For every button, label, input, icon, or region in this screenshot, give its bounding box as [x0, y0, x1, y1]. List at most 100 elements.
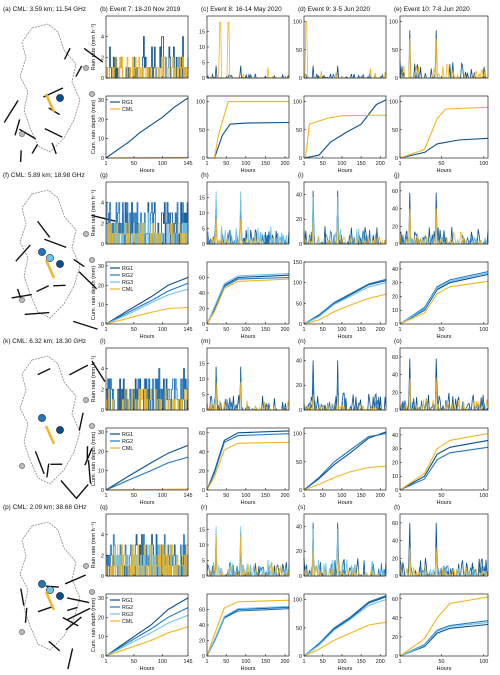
series-rg2 [105, 282, 189, 325]
series-cml [399, 280, 489, 325]
x-tick-label: 100 [158, 327, 167, 333]
panel-label-n: (n) [298, 338, 306, 345]
series-cml [399, 432, 489, 491]
x-tick-label: 100 [241, 659, 250, 665]
series-rg1 [105, 97, 189, 159]
panel-label-o: (o) [394, 338, 402, 345]
series-rg3 [106, 212, 189, 245]
y-tick-label: 0 [101, 76, 104, 82]
x-tick-label: 1 [399, 659, 402, 665]
y-axis-label: Rain rate (mm h⁻¹) [91, 355, 97, 402]
gauge-rg2 [38, 580, 46, 588]
plot-frame [303, 261, 387, 325]
plot-frame [399, 181, 489, 245]
y-tick-label: 0 [202, 408, 205, 414]
cml-link [34, 450, 45, 475]
cml-link [36, 285, 49, 293]
plot-frame [105, 513, 189, 577]
cml-link [15, 244, 31, 262]
series-rg3 [206, 273, 290, 325]
gauge-rg3 [46, 586, 54, 594]
legend-label-rg3: RG3 [122, 280, 133, 286]
plot-frame [206, 261, 290, 325]
y-tick-label: 50 [296, 301, 302, 307]
y-tick-label: 40 [296, 192, 302, 198]
y-tick-label: 20 [98, 449, 104, 455]
other-gauge [19, 629, 25, 635]
legend-label-cml: CML [122, 107, 133, 113]
y-tick-label: 50 [296, 460, 302, 466]
x-axis-label: Hours [241, 334, 256, 340]
y-tick-label: 0 [395, 156, 398, 162]
plot-frame [399, 513, 489, 577]
legend-label-rg2: RG2 [122, 605, 133, 611]
series-rg1 [303, 431, 387, 491]
cml-link [11, 293, 32, 299]
series-rg1 [206, 65, 290, 80]
x-axis-label: Hours [338, 168, 353, 174]
plot-frame [303, 427, 387, 491]
y-tick-label: 20 [98, 615, 104, 621]
y-tick-label: 2 [101, 553, 104, 559]
cml-link [45, 585, 59, 588]
cml-link [67, 607, 91, 621]
x-tick-label: 1 [105, 659, 108, 665]
x-axis-label: Hours [241, 666, 256, 672]
y-tick-label: 0 [395, 654, 398, 660]
series-cml [206, 278, 290, 325]
y-axis-label: Rain rate (mm h⁻¹) [91, 521, 97, 568]
x-axis-label: Hours [241, 500, 256, 506]
y-tick-label: 0 [395, 488, 398, 494]
y-tick-label: 20 [199, 307, 205, 313]
cml-link [75, 483, 89, 500]
legend-label-rg2: RG2 [122, 439, 133, 445]
x-tick-label: 50 [223, 327, 229, 333]
y-tick-label: 60 [199, 608, 205, 614]
y-axis-label: Rain rate (mm h⁻¹) [91, 189, 97, 236]
y-tick-label: 30 [98, 264, 104, 270]
rain-chart-r: 0 5 10 15 [199, 513, 290, 580]
x-tick-label: 100 [158, 493, 167, 499]
y-tick-label: 0 [202, 156, 205, 162]
plot-frame [303, 513, 387, 577]
y-tick-label: 2 [101, 221, 104, 227]
plot-frame [399, 261, 489, 325]
y-tick-label: 40 [392, 539, 398, 545]
panel-label-t: (t) [394, 504, 400, 511]
x-tick-label: 1 [105, 493, 108, 499]
series-rg2 [399, 271, 489, 325]
target-cml-link [44, 93, 56, 113]
y-tick-label: 30 [392, 281, 398, 287]
panel-label-f: (f) CML: 5.89 km; 18.98 GHz [3, 172, 85, 179]
series-cml [206, 441, 290, 491]
plot-frame [105, 427, 189, 491]
other-gauge [19, 463, 25, 469]
legend-label-rg1: RG1 [122, 598, 133, 604]
x-tick-label: 145 [184, 327, 193, 333]
cml-link [62, 617, 79, 627]
cml-link [66, 606, 78, 612]
y-tick-label: 40 [199, 450, 205, 456]
rain-chart-m: 0 5 10 15 [199, 347, 290, 414]
y-tick-label: 2 [101, 387, 104, 393]
series-rg1 [399, 192, 489, 246]
y-tick-label: 40 [392, 616, 398, 622]
x-tick-label: 100 [241, 327, 250, 333]
series-cml [303, 221, 387, 245]
x-tick-label: 150 [261, 327, 270, 333]
y-tick-label: 0 [101, 156, 104, 162]
cum-chart-t: 0 20 40 60 1 50 100 Hours [392, 593, 489, 672]
y-tick-label: 0 [299, 488, 302, 494]
y-tick-label: 4 [101, 533, 104, 539]
y-axis-label: Cum. rain depth (mm) [91, 100, 97, 155]
y-tick-label: 0 [202, 322, 205, 328]
y-tick-label: 0 [202, 242, 205, 248]
y-tick-label: 20 [392, 390, 398, 396]
y-tick-label: 20 [98, 117, 104, 123]
y-tick-label: 0 [395, 242, 398, 248]
x-tick-label: 50 [320, 659, 326, 665]
cml-link [84, 448, 93, 466]
